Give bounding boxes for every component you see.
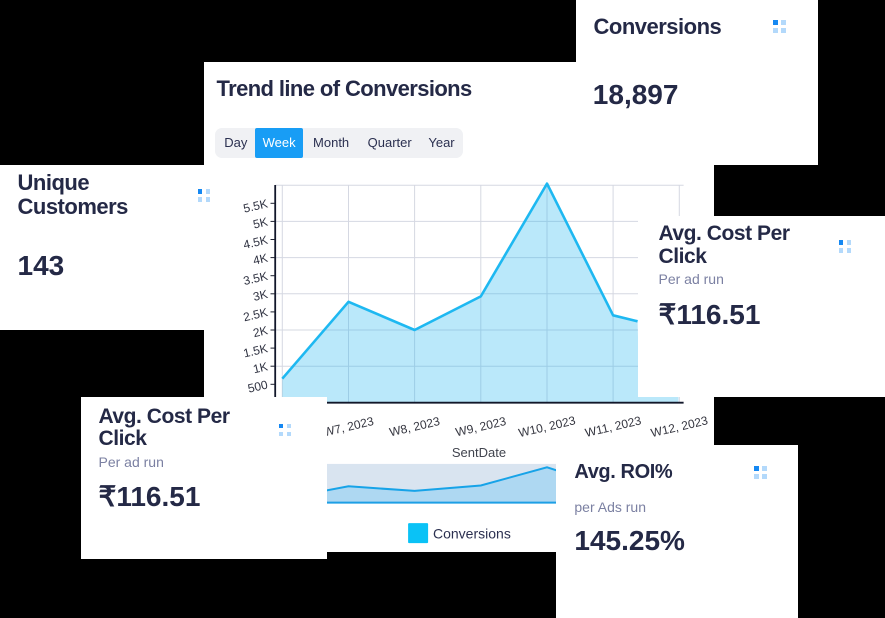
svg-text:500: 500 [246, 377, 269, 395]
svg-text:3.5K: 3.5K [242, 269, 269, 288]
svg-text:W11, 2023: W11, 2023 [584, 413, 643, 440]
svg-text:3K: 3K [252, 287, 269, 304]
svg-text:1K: 1K [252, 359, 269, 376]
svg-text:1.5K: 1.5K [242, 341, 269, 360]
svg-text:W9, 2023: W9, 2023 [454, 414, 508, 439]
svg-text:W8, 2023: W8, 2023 [388, 414, 442, 439]
svg-text:2.5K: 2.5K [242, 305, 269, 324]
svg-text:5K: 5K [252, 215, 269, 232]
svg-text:W7, 2023: W7, 2023 [322, 414, 376, 439]
svg-text:SentDate: SentDate [452, 445, 506, 460]
svg-text:4K: 4K [252, 251, 269, 268]
svg-text:5.5K: 5.5K [242, 196, 269, 215]
svg-text:2K: 2K [252, 323, 269, 340]
svg-text:W12, 2023: W12, 2023 [649, 413, 709, 440]
svg-text:W10, 2023: W10, 2023 [517, 413, 577, 440]
svg-text:Conversions: Conversions [433, 525, 511, 541]
svg-text:4.5K: 4.5K [242, 233, 269, 252]
